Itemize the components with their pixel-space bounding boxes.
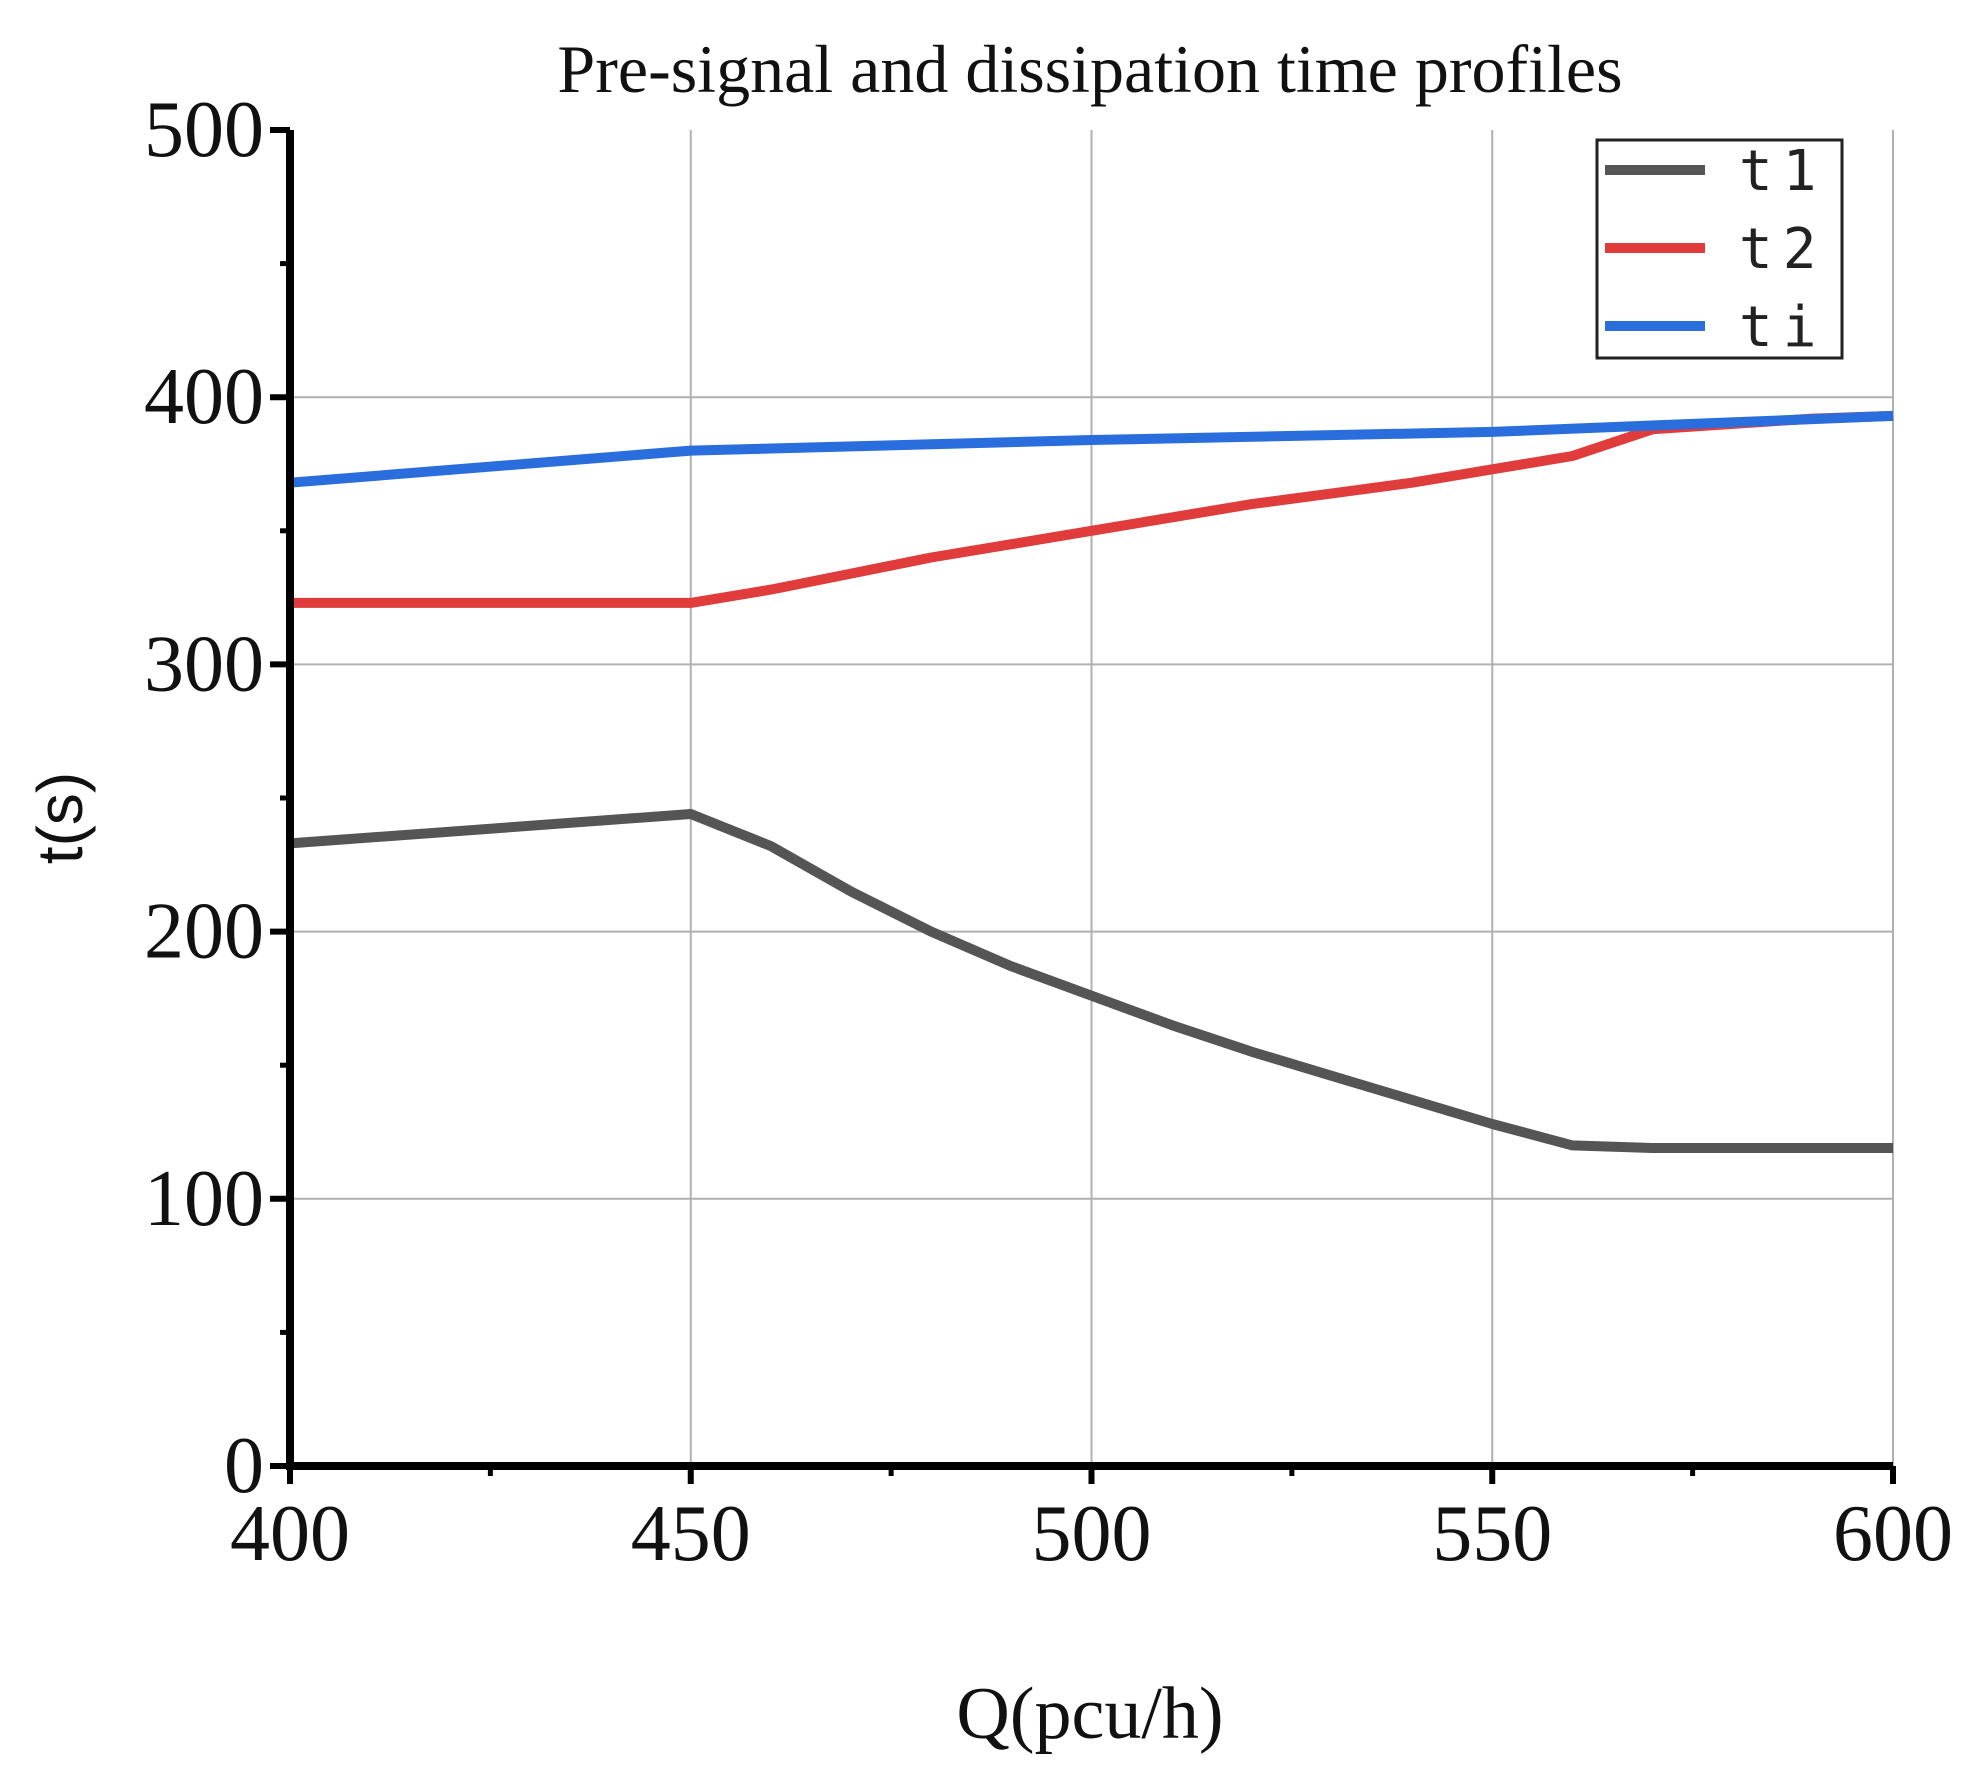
x-tick-label: 500 bbox=[1032, 1490, 1152, 1578]
y-tick-label: 0 bbox=[224, 1422, 264, 1510]
y-tick-label: 500 bbox=[144, 86, 264, 174]
y-axis-label: t(s) bbox=[24, 772, 96, 864]
series-lines bbox=[289, 410, 1894, 1153]
y-tick-label: 300 bbox=[144, 620, 264, 708]
x-tick-label: 550 bbox=[1432, 1490, 1552, 1578]
y-tick-label: 400 bbox=[144, 353, 264, 441]
y-tick-label: 200 bbox=[144, 888, 264, 976]
series-line-ti bbox=[289, 410, 1894, 488]
legend-label-ti: ti bbox=[1739, 295, 1826, 360]
chart-title: Pre-signal and dissipation time profiles bbox=[557, 31, 1622, 107]
x-tick-label: 450 bbox=[631, 1490, 751, 1578]
legend: t1 t2 ti bbox=[1595, 138, 1844, 360]
x-tick-label: 400 bbox=[230, 1490, 350, 1578]
x-tick-label: 600 bbox=[1833, 1490, 1953, 1578]
legend-label-t2: t2 bbox=[1739, 217, 1826, 282]
axes bbox=[270, 127, 1896, 1484]
y-tick-label: 100 bbox=[144, 1155, 264, 1243]
x-axis-label: Q(pcu/h) bbox=[956, 1673, 1223, 1755]
series-line-t1 bbox=[289, 809, 1893, 1153]
legend-label-t1: t1 bbox=[1739, 139, 1826, 204]
grid bbox=[290, 130, 1894, 1466]
tick-labels: 400 450 500 550 600 0 100 200 300 400 500 bbox=[144, 86, 1953, 1578]
